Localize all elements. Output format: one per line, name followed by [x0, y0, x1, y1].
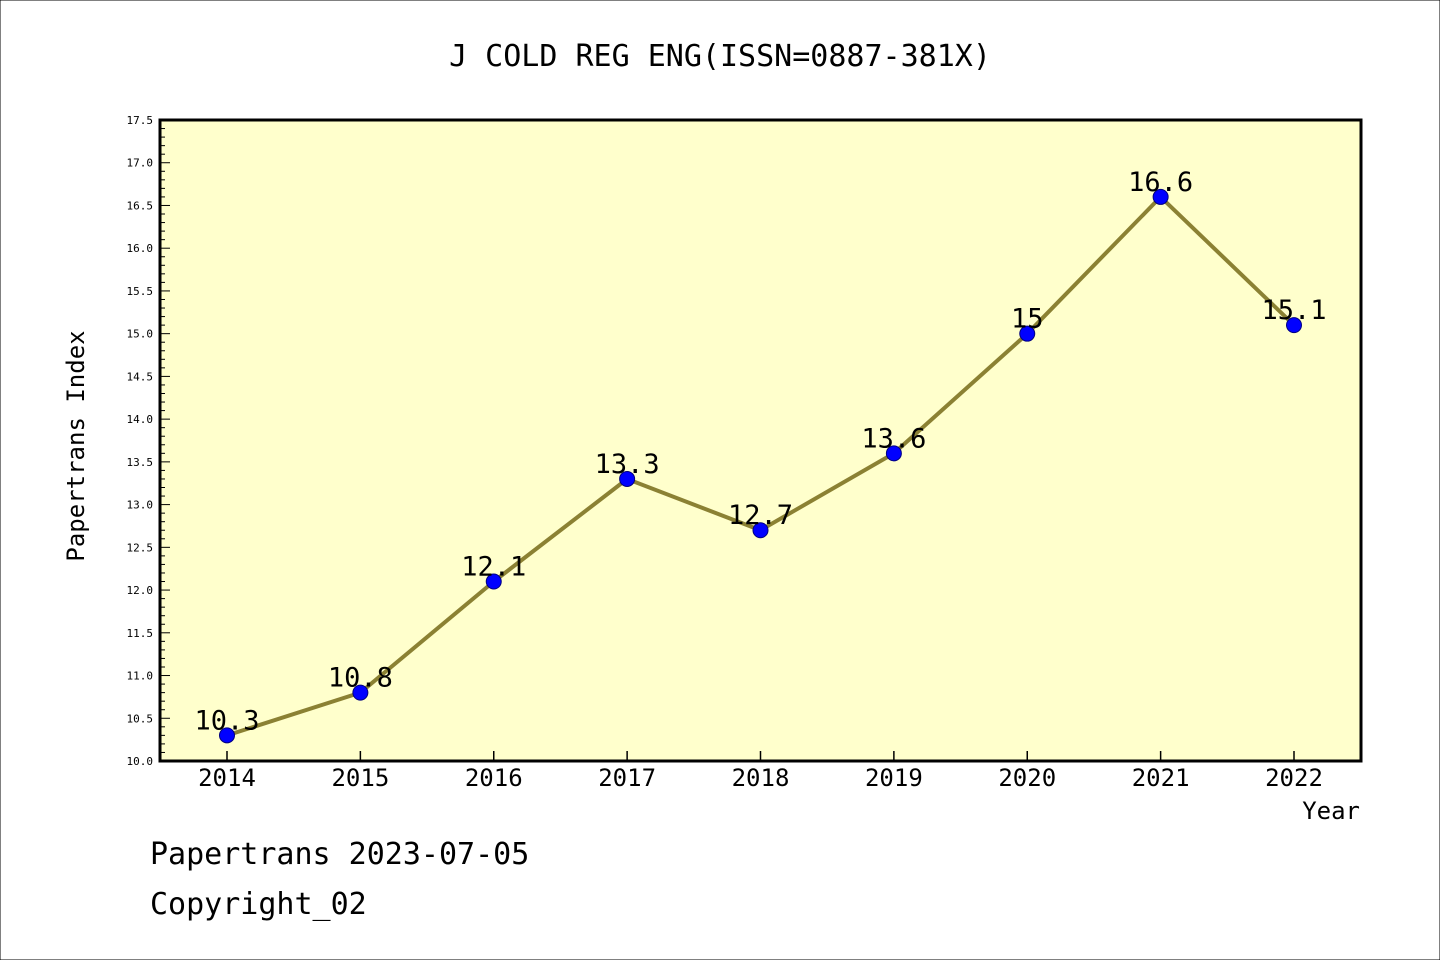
x-tick-label: 2017: [598, 764, 656, 792]
data-labels: 10.3 10.8 12.1 13.3 12.7 13.6 15 16.6 15.1: [194, 167, 1326, 736]
footer-date: Papertrans 2023-07-05: [150, 837, 529, 872]
plot-area: [160, 120, 1361, 761]
y-axis-label: Papertrans Index: [62, 330, 90, 561]
y-tick-label: 16.5: [127, 199, 154, 212]
x-tick-label: 2022: [1265, 764, 1323, 792]
data-label: 12.7: [728, 500, 793, 531]
data-label: 15: [1011, 304, 1044, 335]
y-axis-ticks: 10.0 10.5 11.0 11.5 12.0 12.5 13.0 13.5 14.0 14.5…: [127, 114, 170, 768]
x-tick-label: 2014: [198, 764, 256, 792]
data-point: [619, 470, 636, 487]
x-tick-label: 2018: [732, 764, 790, 792]
y-tick-label: 10.0: [127, 755, 154, 768]
y-tick-label: 14.5: [127, 370, 154, 383]
y-tick-label: 15.0: [127, 328, 154, 341]
footer-copyright: Copyright_02: [150, 887, 367, 922]
data-point: [485, 573, 502, 590]
y-tick-label: 11.5: [127, 627, 154, 640]
x-axis-ticks: 2014 2015 2016 2017 2018 2019 2020 2021 2022: [198, 751, 1323, 792]
y-tick-label: 11.0: [127, 670, 154, 683]
y-tick-label: 15.5: [127, 285, 154, 298]
y-tick-label: 13.0: [127, 499, 154, 512]
x-tick-label: 2016: [465, 764, 523, 792]
data-point: [1286, 317, 1302, 334]
y-tick-label: 17.5: [127, 114, 154, 127]
data-markers: [219, 188, 1302, 744]
y-tick-label: 12.5: [127, 541, 154, 554]
data-label: 13.3: [595, 449, 660, 480]
data-label: 15.1: [1261, 295, 1326, 326]
data-label: 10.8: [328, 663, 393, 694]
y-tick-label: 16.0: [127, 242, 154, 255]
data-point: [1019, 325, 1036, 342]
chart-title: J COLD REG ENG(ISSN=0887-381X): [449, 39, 991, 74]
y-tick-label: 17.0: [127, 157, 154, 170]
data-point: [885, 445, 902, 462]
plot-frame: [158, 118, 1363, 763]
x-tick-label: 2020: [998, 764, 1056, 792]
data-point: [219, 727, 235, 744]
data-point: [1152, 188, 1169, 205]
y-tick-label: 10.5: [127, 712, 154, 725]
data-point: [352, 684, 369, 701]
data-label: 10.3: [194, 705, 259, 736]
x-tick-label: 2021: [1132, 764, 1190, 792]
x-tick-label: 2019: [865, 764, 923, 792]
y-tick-label: 12.0: [127, 584, 154, 597]
data-label: 13.6: [861, 423, 926, 454]
data-point: [752, 522, 769, 539]
y-tick-label: 14.0: [127, 413, 154, 426]
data-label: 12.1: [461, 552, 526, 583]
data-label: 16.6: [1128, 167, 1193, 198]
y-tick-label: 13.5: [127, 456, 154, 469]
x-tick-label: 2015: [331, 764, 389, 792]
x-axis-label: Year: [1302, 797, 1360, 825]
